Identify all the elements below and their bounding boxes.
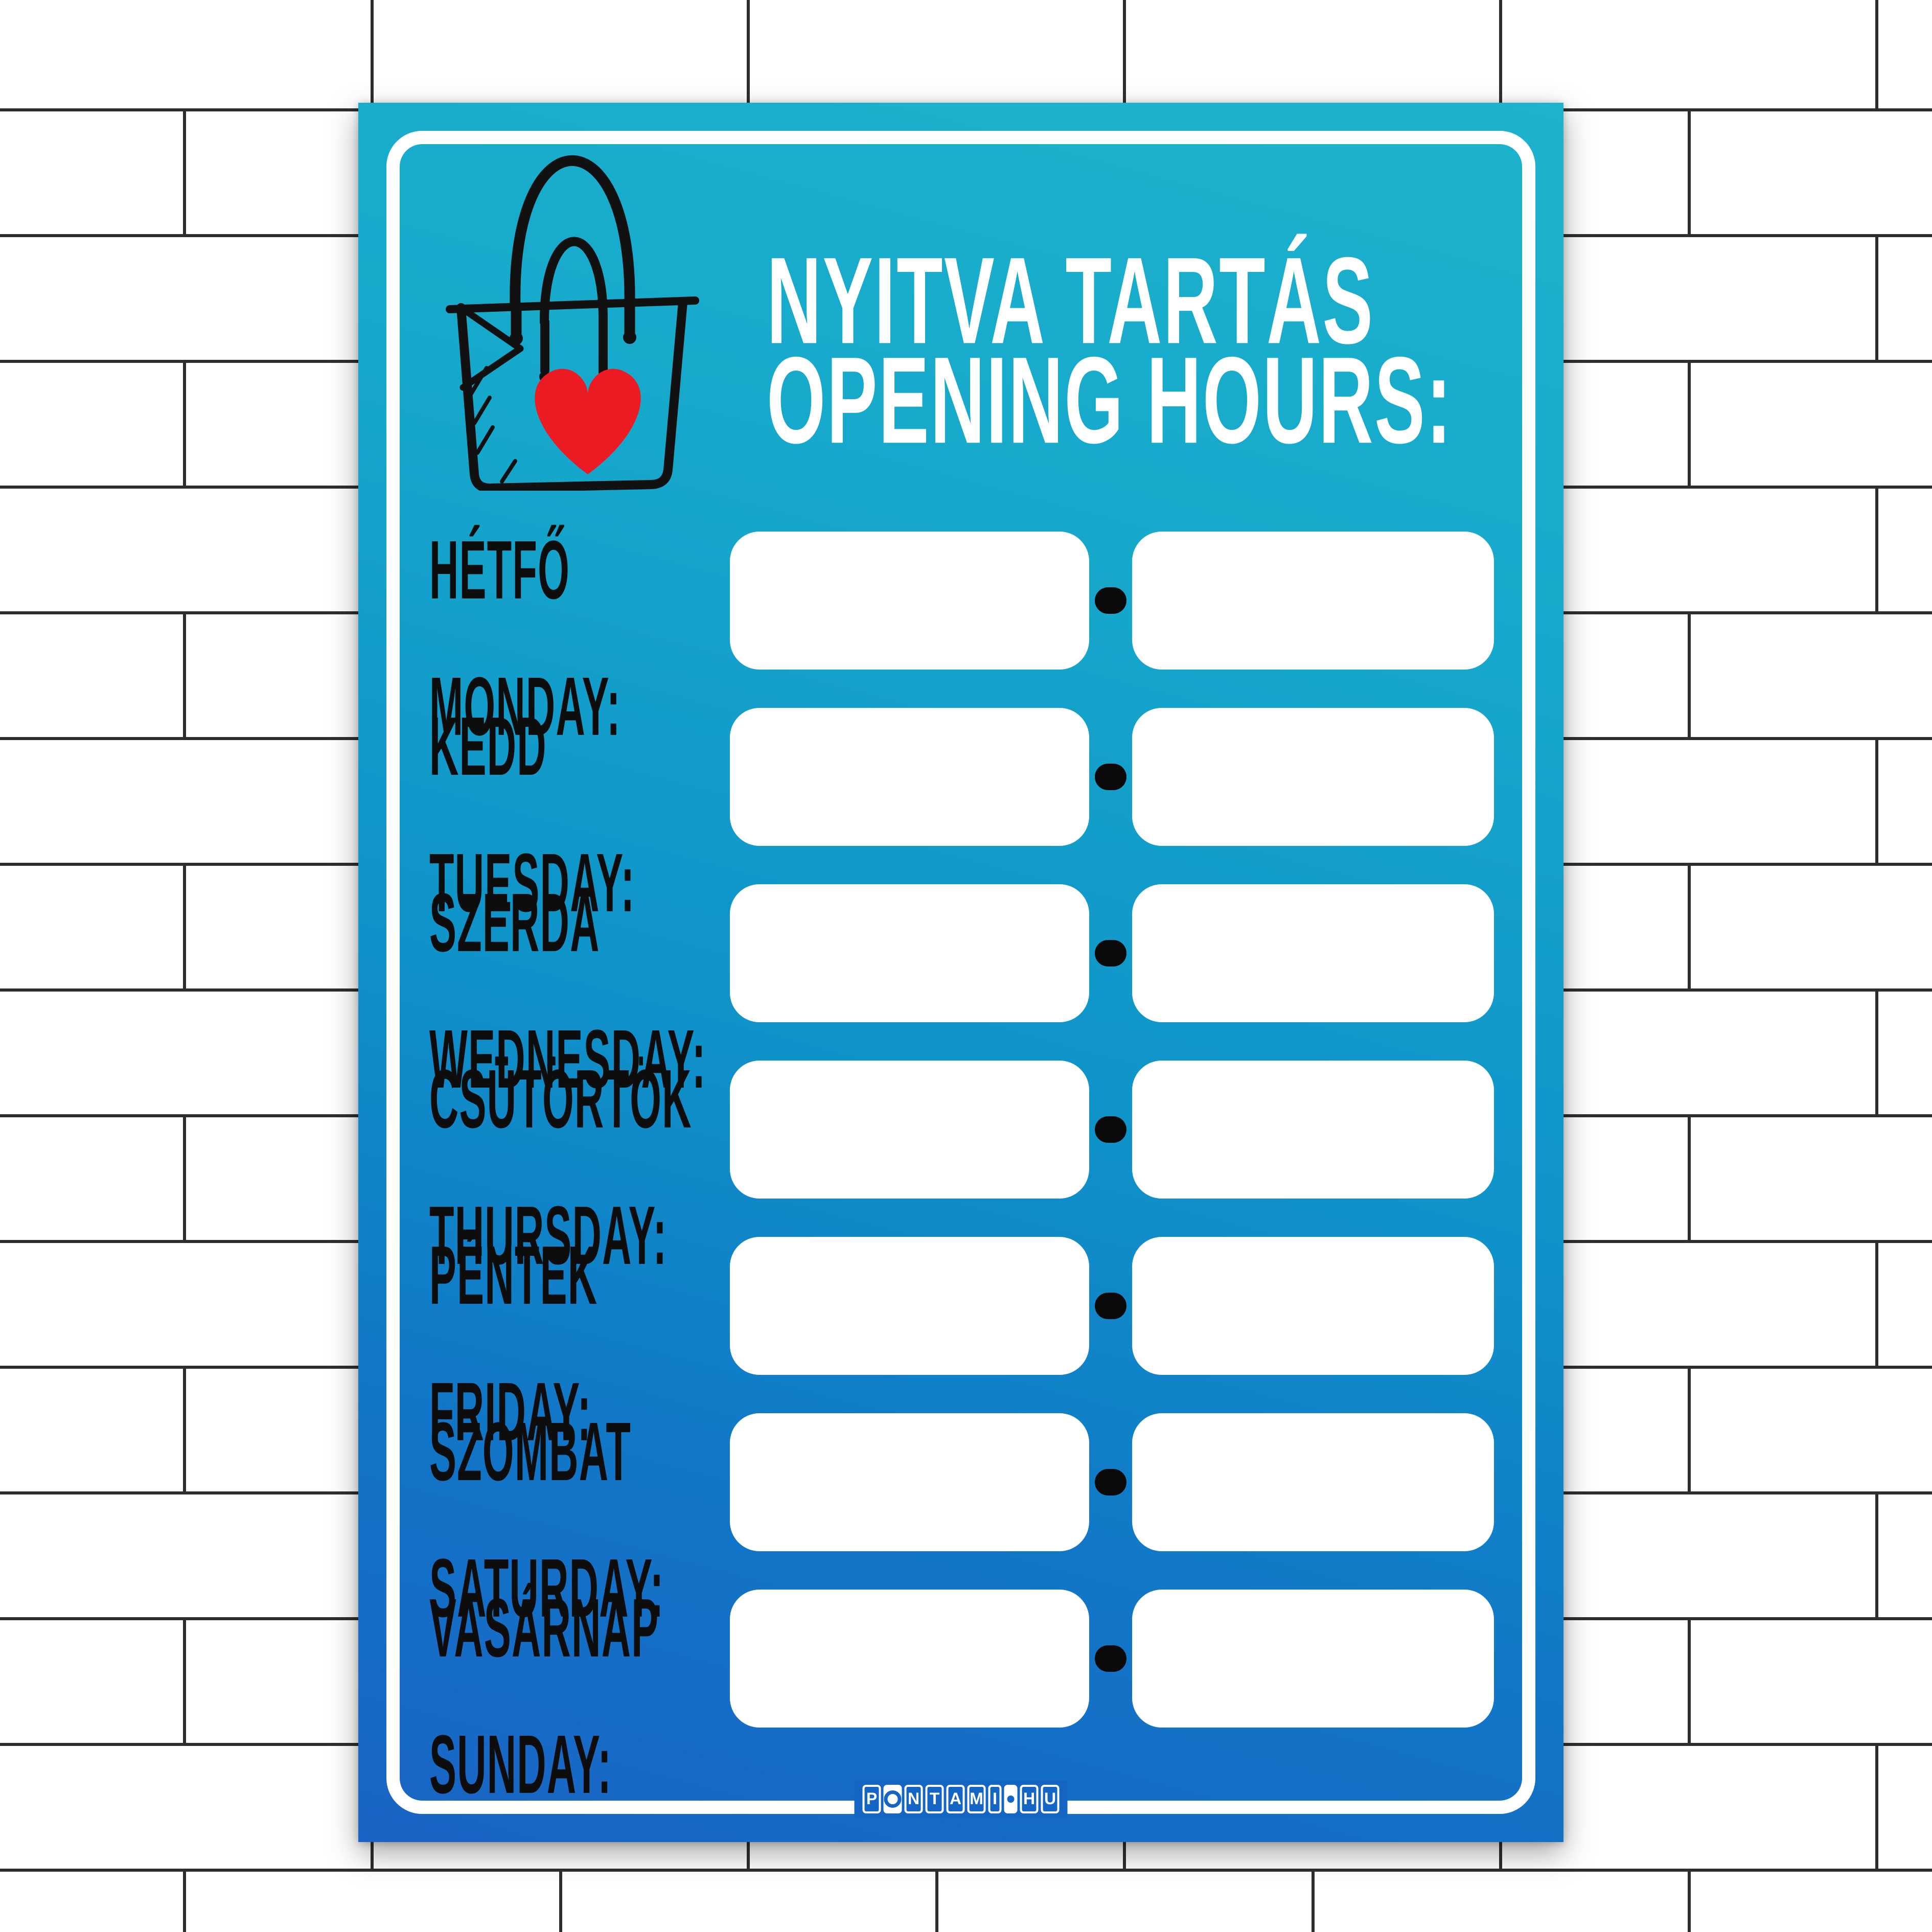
close-time-field[interactable] [1132, 708, 1494, 846]
day-label-hungarian: VASÁRNAP [429, 1581, 659, 1675]
logo-dot-tile [1004, 1785, 1018, 1813]
time-separator-dash [1095, 1645, 1126, 1672]
logo-letter-o-ring-tile [883, 1785, 902, 1813]
day-row: KEDD TUESDAY: [358, 700, 1563, 925]
logo-letter-tile: T [925, 1785, 944, 1813]
time-separator-dash [1095, 1293, 1126, 1319]
time-separator-dash [1095, 940, 1126, 967]
day-label-hungarian: PÉNTEK [429, 1229, 598, 1322]
time-separator-dash [1095, 587, 1126, 614]
poster-title-hungarian: NYITVA TARTÁS [767, 232, 1374, 370]
close-time-field[interactable] [1132, 1413, 1494, 1551]
opening-hours-poster: NYITVA TARTÁS OPENING HOURS: HÉTFŐ MONDA… [358, 103, 1563, 1842]
day-label-hungarian: SZERDA [429, 876, 600, 970]
day-label-english: MONDAY: [429, 660, 621, 753]
open-time-field[interactable] [730, 708, 1089, 846]
close-time-field[interactable] [1132, 1237, 1494, 1375]
logo-letter-tile: A [946, 1785, 965, 1813]
heart-icon [535, 369, 641, 474]
day-label-english: SATURDAY: [429, 1542, 664, 1635]
close-time-field[interactable] [1132, 1590, 1494, 1728]
logo-letter-tile: U [1041, 1785, 1060, 1813]
open-time-field[interactable] [730, 532, 1089, 670]
close-time-field[interactable] [1132, 1061, 1494, 1199]
day-label-hungarian: HÉTFŐ [429, 523, 570, 617]
day-label-hungarian: CSÜTÖRTÖK [429, 1052, 692, 1146]
poster-title-english: OPENING HOURS: [767, 332, 1453, 470]
logo-letter-tile: I [988, 1785, 1002, 1813]
logo-letter-tile: P [862, 1785, 881, 1813]
day-label-english: WEDNESDAY: [429, 1013, 706, 1106]
day-label-english: SUNDAY: [429, 1718, 612, 1811]
logo-letter-tile: H [1020, 1785, 1039, 1813]
day-label-hungarian: SZOMBAT [429, 1405, 632, 1499]
time-separator-dash [1095, 1116, 1126, 1143]
logo-letter-tile: N [904, 1785, 923, 1813]
open-time-field[interactable] [730, 1061, 1089, 1199]
day-label-hungarian: KEDD [429, 700, 547, 793]
day-row: PÉNTEK FRIDAY: [358, 1229, 1563, 1454]
day-label-english: THURSDAY: [429, 1189, 668, 1282]
open-time-field[interactable] [730, 1590, 1089, 1728]
logo-letter-tile: M [967, 1785, 986, 1813]
open-time-field[interactable] [730, 1237, 1089, 1375]
open-time-field[interactable] [730, 884, 1089, 1022]
close-time-field[interactable] [1132, 884, 1494, 1022]
day-row: SZERDA WEDNESDAY: [358, 876, 1563, 1101]
shopping-bag-heart-icon [446, 155, 699, 491]
day-row: CSÜTÖRTÖK THURSDAY: [358, 1052, 1563, 1277]
open-time-field[interactable] [730, 1413, 1089, 1551]
time-separator-dash [1095, 764, 1126, 790]
day-label-english: FRIDAY: [429, 1365, 592, 1459]
day-label-english: TUESDAY: [429, 836, 635, 930]
day-row: HÉTFŐ MONDAY: [358, 523, 1563, 748]
day-row: VASÁRNAP SUNDAY: [358, 1581, 1563, 1806]
close-time-field[interactable] [1132, 532, 1494, 670]
time-separator-dash [1095, 1469, 1126, 1496]
day-row: SZOMBAT SATURDAY: [358, 1405, 1563, 1630]
